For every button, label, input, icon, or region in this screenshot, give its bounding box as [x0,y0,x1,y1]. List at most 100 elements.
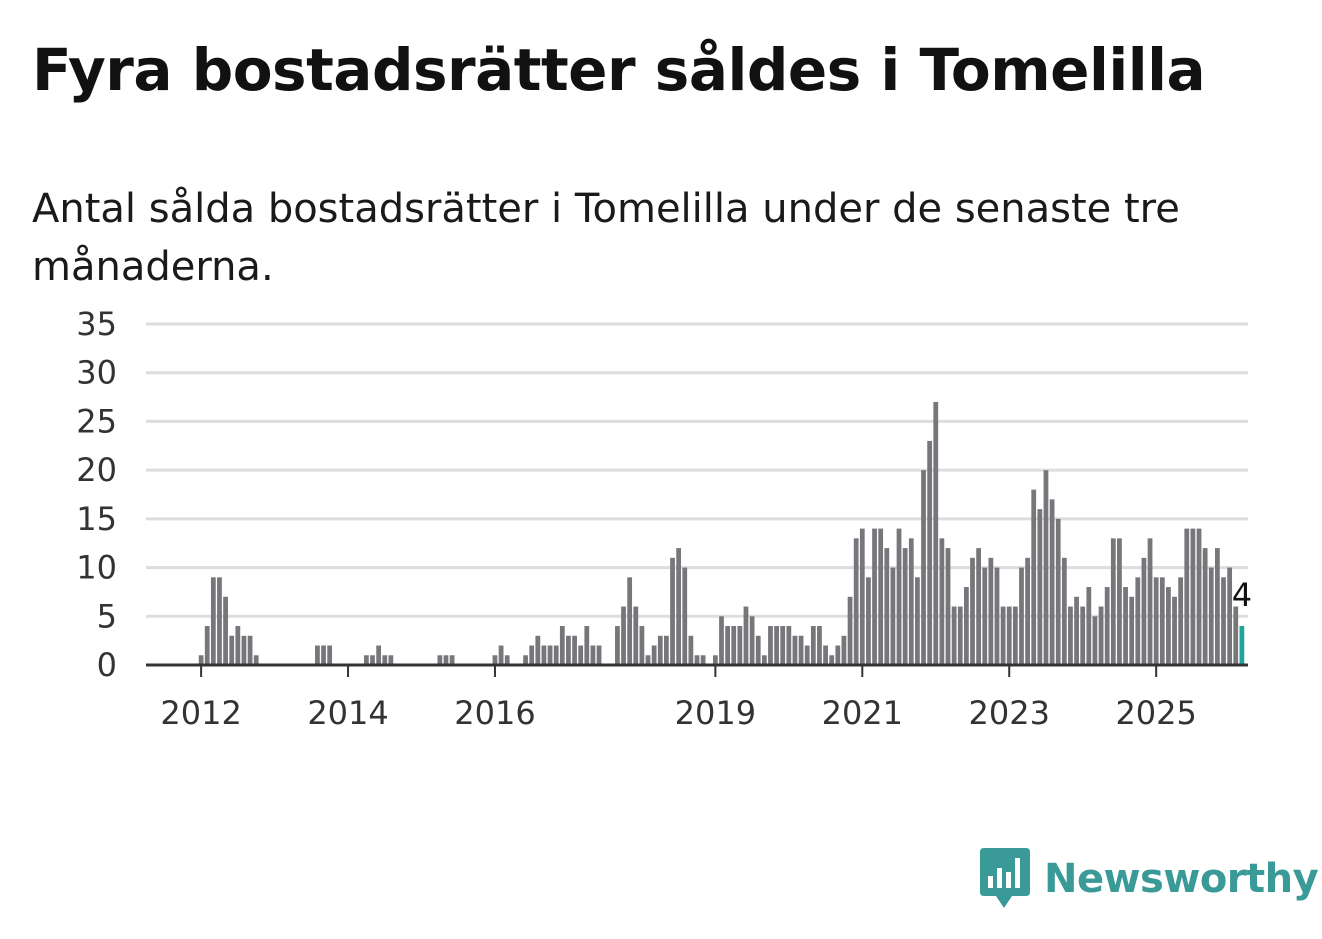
bar [204,626,210,665]
bar [890,567,896,665]
bar [615,626,620,665]
bar [817,626,822,665]
bar [1178,577,1184,665]
y-tick-label: 30 [76,354,117,392]
bar [364,655,369,665]
bar [241,635,247,665]
bar [774,626,779,665]
bar [951,606,957,665]
bar [1141,557,1147,665]
bar [382,655,388,665]
bar [1049,499,1055,665]
bar [1233,606,1239,665]
bar [1019,567,1024,665]
bar [657,635,663,665]
bar [247,635,253,665]
bar [235,626,241,665]
bar [994,567,1000,665]
bar [327,645,333,665]
bar [670,557,675,665]
bar [1061,557,1067,665]
x-tick-label: 2023 [969,694,1050,732]
bar [927,440,933,665]
x-tick-label: 2019 [675,694,756,732]
bar [559,626,565,665]
bar [584,626,590,665]
bar [963,587,969,665]
bar [1196,528,1202,665]
bar [872,528,877,665]
bar [1037,509,1043,665]
bar [804,645,810,665]
bar [529,645,535,665]
bar [504,655,510,665]
bar [627,577,633,665]
bar [645,655,651,665]
bar [1215,548,1220,665]
bar [376,645,382,665]
bar [1166,587,1171,665]
y-tick-label: 0 [97,646,117,684]
bar [682,567,688,665]
bar [578,645,584,665]
x-tick-label: 2012 [160,694,241,732]
bar [957,606,963,665]
brand-name: Newsworthy [1044,856,1319,902]
bar [223,596,228,665]
bar [639,626,645,665]
bar [229,635,235,665]
bar [1092,616,1098,665]
bar [1098,606,1104,665]
bar [566,635,571,665]
bar [523,655,528,665]
bar [743,606,749,665]
highlight-value-label: 4 [1232,576,1252,614]
y-tick-label: 35 [76,305,117,343]
bar [443,655,449,665]
bar [737,626,743,665]
bar [902,548,908,665]
bar [553,645,559,665]
bar [700,655,706,665]
newsworthy-chart-bubble-icon [980,848,1030,908]
bar [859,528,865,665]
bar [915,577,920,665]
bar [694,655,700,665]
bar [761,655,767,665]
x-tick-label: 2014 [307,694,388,732]
bar [908,538,914,665]
bar [945,548,951,665]
bar [853,538,859,665]
bar [755,635,761,665]
bar [1227,567,1233,665]
bar [590,645,596,665]
bar [768,626,773,665]
bar [1129,596,1135,665]
bar [633,606,639,665]
newsworthy-logo: Newsworthy [980,848,1319,910]
bar [896,528,902,665]
x-tick-label: 2025 [1115,694,1196,732]
bar [835,645,841,665]
bar [1012,606,1018,665]
chart-title: Fyra bostadsrätter såldes i Tomelilla [32,36,1206,104]
bar [933,401,939,665]
y-tick-label: 15 [76,500,117,538]
bar [498,645,504,665]
bar [492,655,498,665]
bar [1172,596,1177,665]
bar [688,635,694,665]
bar [596,645,602,665]
y-tick-label: 10 [76,549,117,587]
bar [1110,538,1116,665]
bar [437,655,443,665]
bar [1080,606,1086,665]
bar [253,655,259,665]
bar [1025,557,1030,665]
bar [1202,548,1208,665]
bar [1074,596,1079,665]
bar [535,635,541,665]
bar [1068,606,1073,665]
bar [449,655,455,665]
bar [725,626,730,665]
